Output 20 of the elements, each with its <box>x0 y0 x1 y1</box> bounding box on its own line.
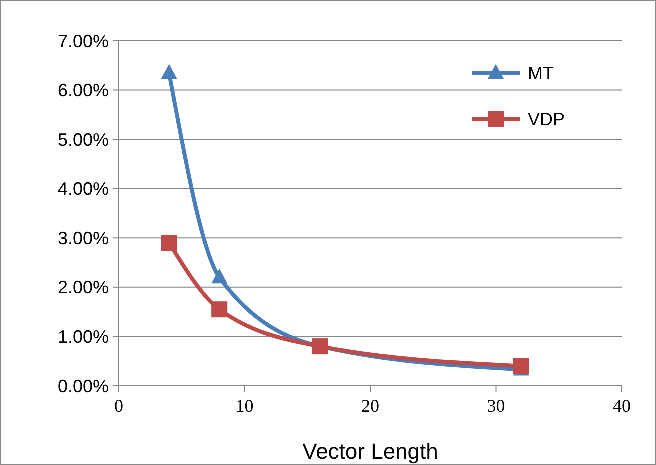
y-tick-label: 4.00% <box>58 179 109 200</box>
legend-label: VDP <box>528 109 566 130</box>
legend-label: MT <box>528 63 554 84</box>
y-tick-label: 6.00% <box>58 80 109 101</box>
y-tick-label: 0.00% <box>58 376 109 396</box>
y-tick-label: 3.00% <box>58 228 109 248</box>
x-tick-label: 20 <box>362 396 380 416</box>
point <box>161 64 178 80</box>
x-tick-label: 40 <box>613 396 631 416</box>
x-tick-label: 30 <box>487 396 506 416</box>
y-tick-label: 5.00% <box>58 130 109 150</box>
x-axis-title: Vector Length <box>302 439 438 464</box>
point <box>212 268 228 284</box>
y-tick-label: 2.00% <box>58 278 109 298</box>
x-tick-label: 0 <box>114 396 124 416</box>
y-tick-label: 7.00% <box>58 31 109 52</box>
x-tick-label: 10 <box>236 396 254 416</box>
point <box>161 235 178 252</box>
y-tick-label: 1.00% <box>58 327 109 348</box>
point <box>212 302 228 318</box>
